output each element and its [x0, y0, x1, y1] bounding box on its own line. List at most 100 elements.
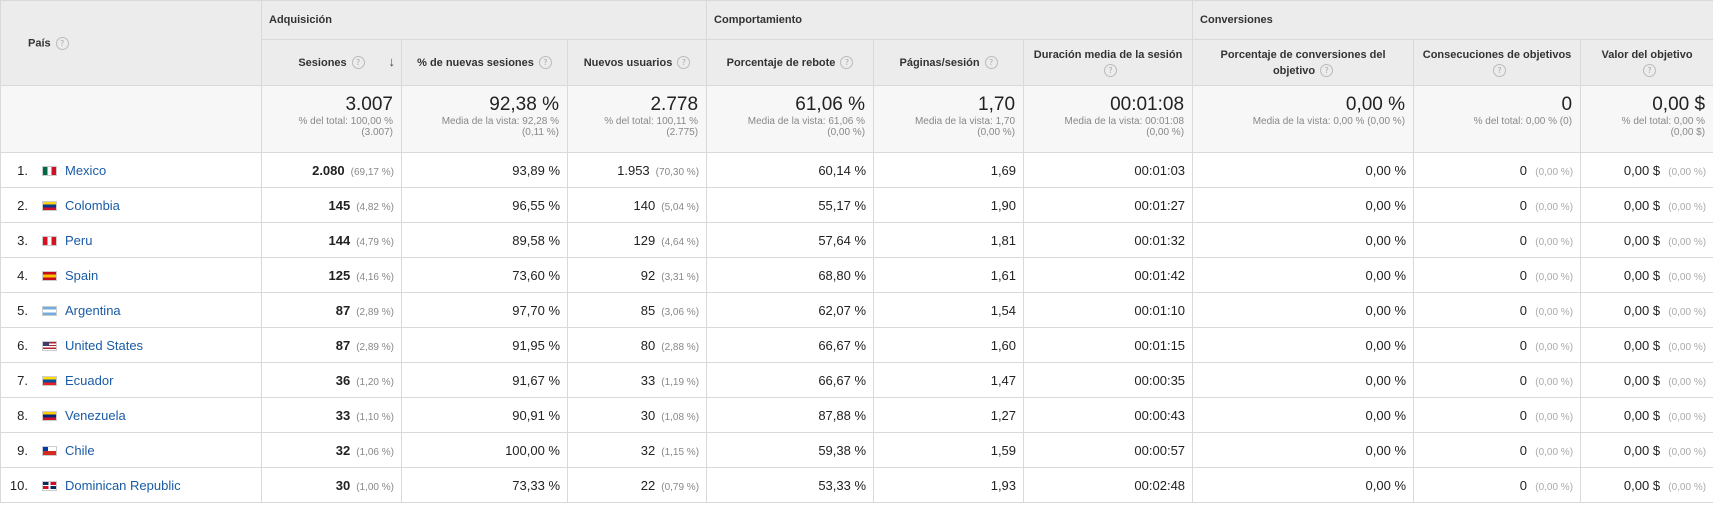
country-link[interactable]: Spain [65, 267, 99, 283]
goal-value-value: 0,00 $ [1623, 337, 1661, 353]
sessions-cell: 145 (4,82 %) [261, 187, 402, 223]
goal-value-cell: 0,00 $ (0,00 %) [1580, 362, 1713, 398]
goal-value-cell: 0,00 $ (0,00 %) [1580, 152, 1713, 188]
help-icon[interactable]: ? [55, 36, 69, 50]
goal-value-column-header[interactable]: Valor del objetivo? [1580, 39, 1713, 86]
avg-duration-column-header[interactable]: Duración media de la sesión? [1023, 39, 1194, 86]
country-link[interactable]: Dominican Republic [65, 477, 181, 493]
avg-duration-cell: 00:01:03 [1023, 152, 1194, 188]
country-cell: 3. Peru [0, 222, 262, 258]
new-users-cell: 22 (0,79 %) [566, 467, 708, 503]
new-users-cell: 32 (1,15 %) [566, 432, 708, 468]
table-row: 7. Ecuador 36 (1,20 %) 91,67 % 33 (1,19 %) 66,6… [0, 362, 1713, 398]
goal-value-cell: 0,00 $ (0,00 %) [1580, 467, 1713, 503]
new-users-pct: (5,04 %) [661, 201, 700, 213]
sessions-value: 144 [328, 232, 351, 248]
country-flag-icon [42, 270, 57, 281]
row-rank: 8. [17, 407, 28, 423]
goal-completions-value: 0 [1519, 477, 1528, 493]
help-icon[interactable]: ? [351, 56, 365, 70]
table-row: 4. Spain 125 (4,16 %) 73,60 % 92 (3,31 %) 68,80… [0, 257, 1713, 293]
sort-descending-icon[interactable]: ↓ [388, 54, 396, 69]
new-users-value: 1.953 [617, 162, 650, 178]
conv-rate-cell: 0,00 % [1192, 187, 1415, 223]
row-rank: 3. [17, 232, 28, 248]
sessions-cell: 32 (1,06 %) [261, 432, 402, 468]
bounce-rate-column-header[interactable]: Porcentaje de rebote? [706, 39, 875, 86]
conv-rate-column-header[interactable]: Porcentaje de conversiones del objetivo? [1192, 39, 1415, 86]
table-row: 2. Colombia 145 (4,82 %) 96,55 % 140 (5,04 %) 5… [0, 187, 1713, 223]
sessions-pct: (1,00 %) [356, 481, 394, 493]
sessions-header-label: Sesiones [298, 56, 347, 69]
help-icon[interactable]: ? [984, 56, 998, 70]
conv-rate-cell: 0,00 % [1192, 397, 1415, 433]
totals-bounce-rate: 61,06 % Media de la vista: 61,06 % (0,00 %… [706, 85, 875, 153]
help-icon[interactable]: ? [677, 56, 691, 70]
pct-new-sessions-cell: 91,95 % [401, 327, 568, 363]
pages-session-column-header[interactable]: Páginas/sesión? [873, 39, 1025, 86]
country-link[interactable]: Argentina [65, 302, 121, 318]
totals-sub: (0,00 %) [827, 127, 866, 138]
table-row: 9. Chile 32 (1,06 %) 100,00 % 32 (1,15 %) 59,38… [0, 432, 1713, 468]
pct-new-sessions-cell: 90,91 % [401, 397, 568, 433]
new-users-cell: 85 (3,06 %) [566, 292, 708, 328]
goal-completions-cell: 0 (0,00 %) [1413, 327, 1582, 363]
new-users-pct: (1,15 %) [661, 446, 700, 458]
country-link[interactable]: Peru [65, 232, 93, 248]
goal-completions-value: 0 [1519, 267, 1528, 283]
sessions-cell: 144 (4,79 %) [261, 222, 402, 258]
country-link[interactable]: Colombia [65, 197, 120, 213]
conv-rate-cell: 0,00 % [1192, 292, 1415, 328]
goal-value-cell: 0,00 $ (0,00 %) [1580, 222, 1713, 258]
new-users-value: 32 [640, 442, 656, 458]
sessions-value: 87 [335, 337, 351, 353]
country-link[interactable]: Venezuela [65, 407, 126, 423]
bounce-rate-cell: 66,67 % [706, 362, 875, 398]
pct-new-sessions-column-header[interactable]: % de nuevas sesiones? [401, 39, 568, 86]
country-link[interactable]: United States [65, 337, 144, 353]
sessions-pct: (4,16 %) [356, 271, 394, 283]
totals-sessions: 3.007% del total: 100,00 % (3.007) [261, 85, 402, 153]
bounce-rate-cell: 53,33 % [706, 467, 875, 503]
goal-completions-value: 0 [1519, 197, 1528, 213]
country-column-header[interactable]: País? [0, 0, 262, 86]
goal-value-pct: (0,00 %) [1668, 201, 1707, 213]
sessions-cell: 36 (1,20 %) [261, 362, 402, 398]
country-cell: 2. Colombia [0, 187, 262, 223]
conv-rate-header-label: Porcentaje de conversiones del objetivo [1220, 48, 1386, 77]
country-flag-icon [42, 235, 57, 246]
totals-pages-session: 1,70 Media de la vista: 1,70 (0,00 %) [873, 85, 1025, 153]
sessions-pct: (69,17 %) [350, 166, 394, 178]
new-users-cell: 129 (4,64 %) [566, 222, 708, 258]
help-icon[interactable]: ? [840, 56, 854, 70]
new-users-cell: 30 (1,08 %) [566, 397, 708, 433]
help-icon[interactable]: ? [538, 56, 552, 70]
goal-value-pct: (0,00 %) [1668, 271, 1707, 283]
country-link[interactable]: Mexico [65, 162, 107, 178]
country-link[interactable]: Ecuador [65, 372, 114, 388]
goal-completions-pct: (0,00 %) [1535, 376, 1574, 388]
goal-completions-pct: (0,00 %) [1535, 236, 1574, 248]
goal-completions-column-header[interactable]: Consecuciones de objetivos? [1413, 39, 1582, 86]
goal-value-value: 0,00 $ [1623, 267, 1661, 283]
pages-session-cell: 1,27 [873, 397, 1025, 433]
goal-value-cell: 0,00 $ (0,00 %) [1580, 397, 1713, 433]
row-rank: 7. [17, 372, 28, 388]
country-cell: 1. Mexico [0, 152, 262, 188]
bounce-rate-cell: 62,07 % [706, 292, 875, 328]
goal-completions-cell: 0 (0,00 %) [1413, 152, 1582, 188]
sessions-column-header[interactable]: Sesiones? ↓ [261, 39, 402, 86]
pages-session-cell: 1,69 [873, 152, 1025, 188]
help-icon[interactable]: ? [1643, 64, 1657, 78]
pages-session-cell: 1,93 [873, 467, 1025, 503]
help-icon[interactable]: ? [1104, 64, 1118, 78]
help-icon[interactable]: ? [1493, 64, 1507, 78]
help-icon[interactable]: ? [1320, 64, 1334, 78]
country-link[interactable]: Chile [65, 442, 95, 458]
goal-value-cell: 0,00 $ (0,00 %) [1580, 257, 1713, 293]
new-users-column-header[interactable]: Nuevos usuarios? [566, 39, 708, 86]
goal-completions-cell: 0 (0,00 %) [1413, 222, 1582, 258]
conversions-group-header: Conversiones [1192, 0, 1713, 40]
totals-value: 0 [1561, 94, 1573, 115]
